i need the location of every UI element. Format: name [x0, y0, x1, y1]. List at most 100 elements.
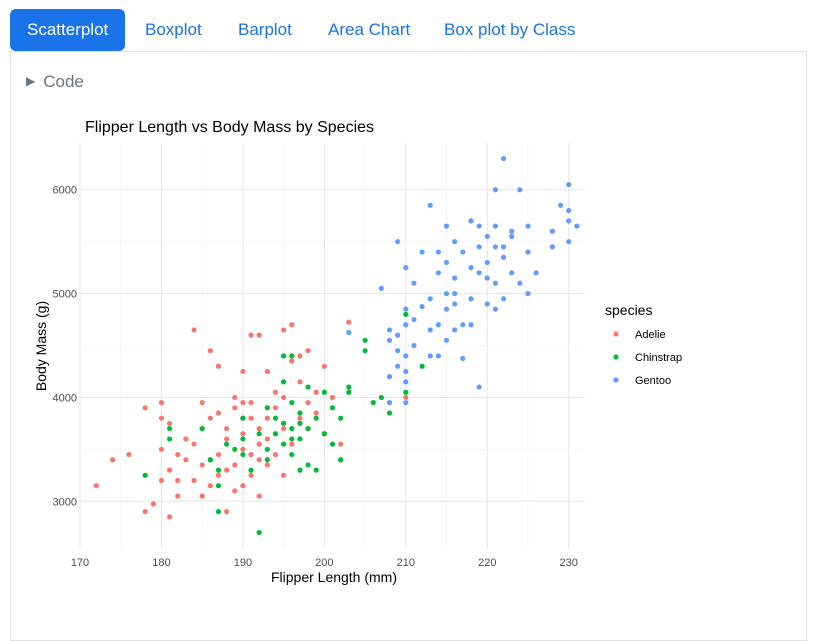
point-adelie [264, 415, 270, 421]
point-gentoo [468, 265, 474, 271]
point-adelie [248, 451, 254, 458]
point-gentoo [566, 207, 572, 214]
point-gentoo [403, 368, 409, 375]
point-gentoo [525, 249, 531, 255]
tab-scatterplot[interactable]: Scatterplot [10, 9, 126, 51]
point-adelie [272, 405, 279, 411]
code-toggle[interactable]: ▶ Code [26, 72, 84, 92]
y-tick-label: 6000 [53, 185, 77, 197]
point-gentoo [403, 379, 409, 385]
legend-key-gentoo [613, 377, 619, 383]
point-chinstrap [264, 457, 270, 463]
point-gentoo [549, 228, 556, 234]
point-gentoo [443, 290, 450, 297]
point-chinstrap [232, 446, 238, 452]
point-gentoo [500, 254, 507, 260]
point-gentoo [395, 332, 401, 338]
point-gentoo [525, 223, 531, 229]
point-chinstrap [305, 462, 311, 468]
point-gentoo [509, 233, 515, 240]
point-chinstrap [289, 436, 295, 442]
point-chinstrap [240, 451, 246, 458]
tab-barplot[interactable]: Barplot [238, 20, 292, 39]
tab-box-plot-by-class[interactable]: Box plot by Class [444, 20, 576, 39]
point-chinstrap [281, 420, 287, 426]
point-gentoo [484, 275, 490, 281]
point-adelie [158, 477, 165, 484]
point-gentoo [378, 285, 384, 291]
point-gentoo [443, 259, 450, 266]
point-adelie [93, 483, 99, 489]
x-tick-label: 180 [152, 557, 170, 569]
point-chinstrap [272, 415, 279, 421]
point-gentoo [533, 270, 539, 276]
point-gentoo [403, 322, 409, 328]
point-chinstrap [256, 431, 262, 437]
point-gentoo [403, 306, 409, 312]
point-gentoo [427, 327, 433, 333]
point-adelie [256, 425, 262, 432]
y-tick-label: 5000 [53, 289, 77, 301]
point-gentoo [517, 187, 523, 193]
point-gentoo [435, 249, 441, 255]
point-adelie [175, 451, 181, 458]
point-adelie [109, 457, 116, 463]
tab-area-chart[interactable]: Area Chart [328, 20, 411, 39]
point-chinstrap [419, 363, 425, 369]
axis-tick-labels: 170 180 190 200 210 220 230 3000 4000 5000 6000 [53, 185, 578, 569]
point-gentoo [386, 327, 393, 333]
point-adelie [272, 451, 279, 458]
point-gentoo [500, 296, 507, 302]
point-gentoo [460, 249, 466, 255]
point-gentoo [492, 187, 499, 193]
point-adelie [191, 477, 197, 484]
legend-title: species [605, 302, 652, 318]
point-gentoo [386, 337, 393, 343]
point-gentoo [419, 249, 425, 255]
point-adelie [126, 451, 132, 458]
point-adelie [224, 467, 230, 473]
point-gentoo [452, 301, 458, 307]
point-chinstrap [166, 425, 173, 432]
point-chinstrap [215, 483, 222, 489]
point-adelie [240, 368, 246, 375]
point-adelie [158, 415, 165, 421]
point-chinstrap [321, 431, 327, 437]
point-gentoo [476, 270, 482, 276]
point-adelie [346, 319, 352, 325]
point-adelie [281, 327, 287, 333]
point-gentoo [492, 223, 499, 229]
point-gentoo [452, 239, 458, 245]
point-chinstrap [166, 436, 173, 442]
point-chinstrap [329, 405, 336, 411]
point-adelie [175, 493, 181, 499]
point-adelie [289, 358, 295, 364]
point-chinstrap [289, 451, 295, 458]
point-chinstrap [289, 425, 295, 432]
point-gentoo [452, 327, 458, 333]
point-chinstrap [370, 400, 376, 406]
point-adelie [191, 441, 197, 447]
point-gentoo [484, 301, 490, 307]
point-gentoo [574, 223, 580, 229]
point-gentoo [427, 202, 433, 208]
point-chinstrap [378, 394, 384, 401]
point-gentoo [403, 353, 409, 359]
point-adelie [232, 405, 238, 411]
point-adelie [248, 332, 254, 338]
point-adelie [207, 483, 213, 489]
point-gentoo [517, 280, 523, 286]
point-gentoo [460, 355, 466, 362]
point-adelie [256, 493, 262, 499]
point-gentoo [492, 306, 499, 312]
point-gentoo [452, 275, 458, 281]
x-tick-label: 190 [234, 557, 252, 569]
point-chinstrap [305, 425, 311, 432]
point-adelie [248, 415, 254, 421]
point-chinstrap [386, 410, 393, 416]
y-tick-label: 3000 [53, 496, 77, 508]
point-adelie [403, 394, 409, 401]
tab-boxplot[interactable]: Boxplot [145, 20, 202, 39]
point-gentoo [468, 296, 474, 302]
point-gentoo [427, 296, 433, 302]
